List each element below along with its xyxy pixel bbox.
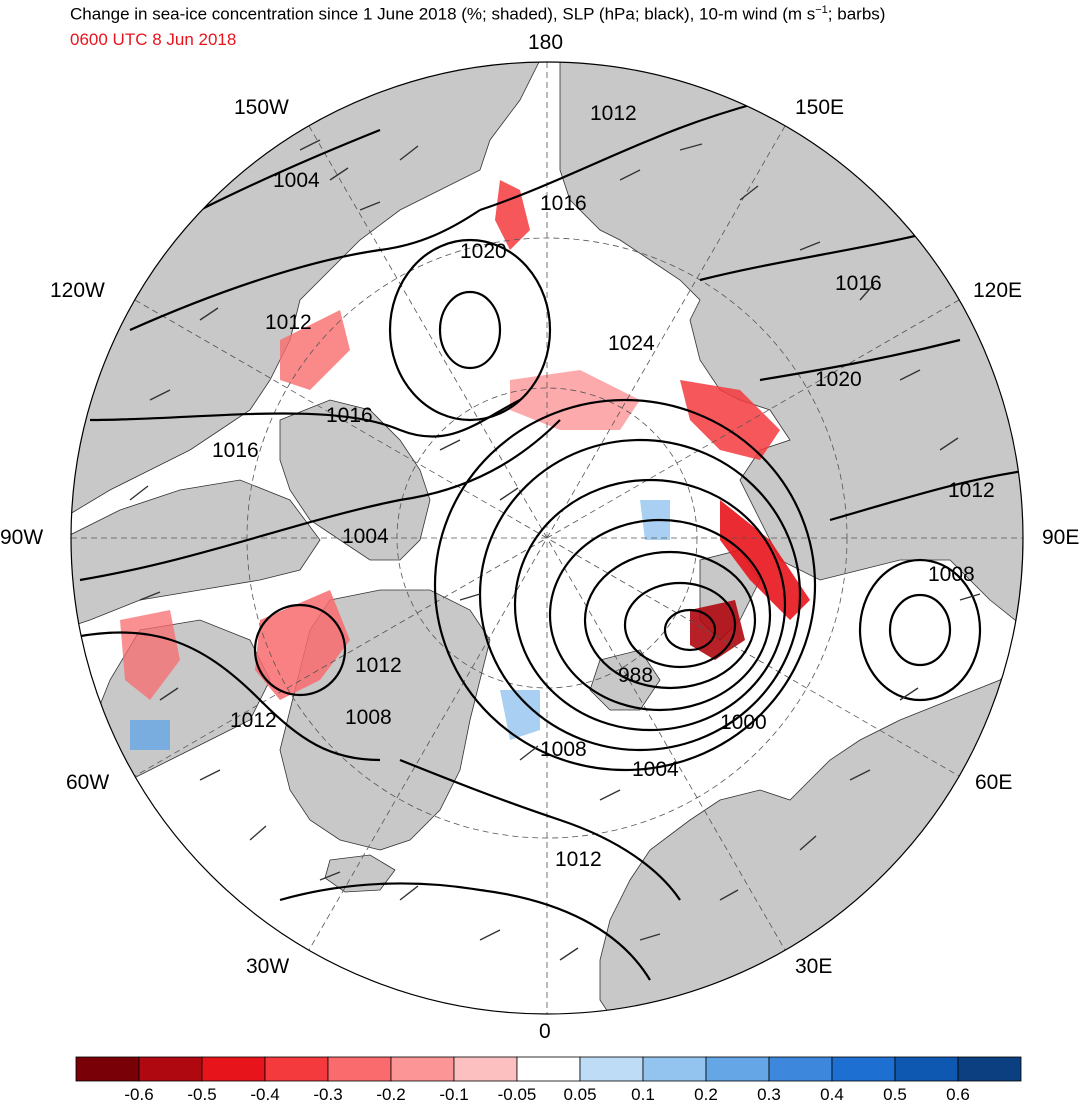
colorbar-swatch (705, 1056, 770, 1082)
contour-label: 1004 (632, 758, 679, 781)
lon-label-30w: 30W (246, 955, 290, 978)
graticule (71, 62, 1023, 1014)
figure-title: Change in sea-ice concentration since 1 … (70, 4, 886, 24)
colorbar-swatch (201, 1056, 266, 1082)
contour-label: 1012 (555, 848, 602, 871)
colorbar-tick-label: 0.5 (883, 1085, 907, 1104)
colorbar-swatch (264, 1056, 329, 1082)
ice-gain-central (500, 690, 540, 740)
colorbar-swatch (516, 1056, 581, 1082)
colorbar-swatch (138, 1056, 203, 1082)
contour-label: 1012 (590, 102, 637, 125)
contour-label: 1016 (835, 272, 882, 295)
lon-label-60w: 60W (66, 771, 110, 794)
contour-label: 1004 (342, 525, 389, 548)
colorbar-swatch (768, 1056, 833, 1082)
contour-label: 1008 (928, 563, 975, 586)
contour-label: 1008 (345, 706, 392, 729)
colorbar-tick-label: 0.1 (631, 1085, 655, 1104)
contour-label: 1012 (948, 479, 995, 502)
lon-label-0: 0 (539, 1020, 551, 1043)
contour-labels: 1012 1016 1020 1024 1020 1016 1012 1008 … (212, 102, 995, 871)
colorbar-tick-label: 0.2 (694, 1085, 718, 1104)
colorbar (75, 1056, 1022, 1082)
contour-label: 1008 (540, 738, 587, 761)
colorbar-tick-label: -0.05 (497, 1085, 537, 1104)
colorbar-tick-label: -0.5 (187, 1085, 217, 1104)
colorbar-swatch (390, 1056, 455, 1082)
colorbar-swatch (327, 1056, 392, 1082)
contour-label: 1016 (212, 439, 259, 462)
wind-barbs (129, 139, 981, 961)
ice-loss-laptev (680, 380, 780, 460)
colorbar-tick-label: -0.1 (439, 1085, 469, 1104)
contour-label: 1020 (815, 368, 862, 391)
valid-time: 0600 UTC 8 Jun 2018 (70, 30, 237, 49)
contour-label: 1024 (608, 332, 655, 355)
colorbar-tick-label: 0.6 (946, 1085, 970, 1104)
contour-label: 1000 (720, 711, 767, 734)
colorbar-tick-label: -0.2 (376, 1085, 406, 1104)
ice-loss-east-siberian (510, 370, 640, 430)
colorbar-swatch (579, 1056, 644, 1082)
contour-label: 1020 (460, 240, 507, 263)
colorbar-tick-label: 0.05 (563, 1085, 597, 1104)
contour-label: 1012 (355, 654, 402, 677)
colorbar-swatch (831, 1056, 896, 1082)
ice-loss-beaufort (280, 310, 350, 390)
sea-ice-change-shading (120, 180, 810, 750)
lon-label-90e: 90E (1042, 526, 1080, 549)
colorbar-tick-label: 0.3 (757, 1085, 781, 1104)
contour-label: 988 (618, 664, 653, 687)
lon-label-90w: 90W (0, 526, 44, 549)
lon-label-120e: 120E (973, 279, 1023, 302)
colorbar-swatch (453, 1056, 518, 1082)
ice-gain-hudson (130, 720, 170, 750)
contour-label: 1016 (540, 192, 587, 215)
lon-label-120w: 120W (50, 279, 105, 302)
lon-label-180: 180 (528, 31, 564, 54)
lon-label-150e: 150E (795, 96, 845, 119)
lon-label-30e: 30E (795, 955, 833, 978)
colorbar-swatch (642, 1056, 707, 1082)
map-border (70, 61, 1024, 1015)
contour-label: 1012 (230, 709, 277, 732)
colorbar-tick-label: -0.6 (124, 1085, 154, 1104)
lon-label-60e: 60E (975, 771, 1013, 794)
contour-label: 1004 (273, 169, 320, 192)
colorbar-tick-label: -0.3 (313, 1085, 343, 1104)
colorbar-swatch (75, 1056, 140, 1082)
colorbar-tick-label: 0.4 (820, 1085, 844, 1104)
colorbar-swatch (894, 1056, 959, 1082)
contour-label: 1012 (265, 311, 312, 334)
colorbar-tick-label: -0.4 (250, 1085, 280, 1104)
ice-loss-kara (720, 500, 810, 620)
slp-isobars (71, 78, 1023, 981)
ice-loss-chukchi (495, 180, 530, 250)
colorbar-swatch (957, 1056, 1022, 1082)
ice-loss-barents (690, 600, 745, 660)
contour-label: 1016 (326, 404, 373, 427)
lon-label-150w: 150W (234, 96, 289, 119)
